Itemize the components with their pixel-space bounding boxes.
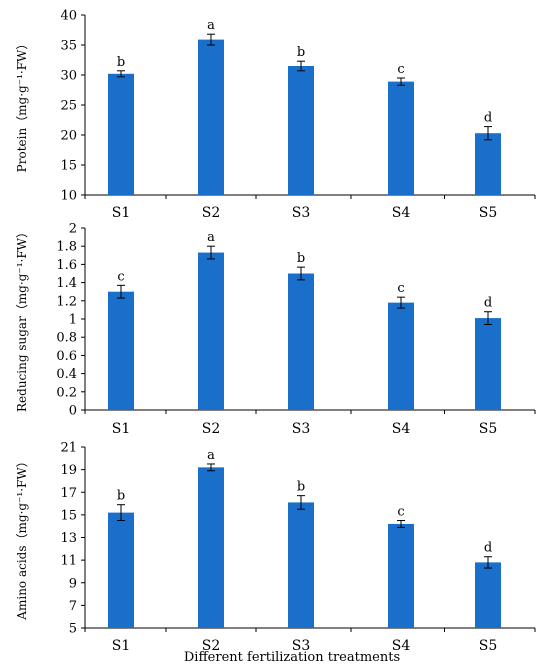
y-tick-label: 35 <box>60 39 77 54</box>
category-label: S3 <box>292 205 311 221</box>
significance-letter: a <box>207 448 215 463</box>
y-tick-label: 1.6 <box>56 258 77 273</box>
bar <box>108 73 134 195</box>
significance-letter: c <box>117 269 124 284</box>
category-label: S4 <box>392 205 411 221</box>
y-tick-label: 10 <box>60 189 77 204</box>
bar <box>288 273 314 410</box>
y-tick-label: 1.4 <box>56 276 77 291</box>
significance-letter: a <box>207 18 215 33</box>
y-axis-label: Protein（mg·g⁻¹·FW） <box>15 38 29 173</box>
category-label: S2 <box>202 205 221 221</box>
y-tick-label: 25 <box>60 99 77 114</box>
y-axis-label: Amino acids（mg·g⁻¹·FW） <box>15 455 29 620</box>
bar <box>288 66 314 195</box>
y-tick-label: 40 <box>60 9 77 24</box>
y-axis-label: Reducing sugar（mg·g⁻¹·FW） <box>15 226 29 412</box>
bar <box>475 133 501 195</box>
bar <box>198 252 224 410</box>
significance-letter: c <box>397 62 404 77</box>
y-tick-label: 0.2 <box>56 385 77 400</box>
y-tick-label: 19 <box>60 463 77 478</box>
significance-letter: b <box>297 480 305 495</box>
y-tick-label: 1.8 <box>56 240 77 255</box>
significance-letter: d <box>484 296 492 311</box>
category-label: S4 <box>392 421 411 437</box>
significance-letter: d <box>484 541 492 556</box>
y-tick-label: 15 <box>60 159 77 174</box>
category-label: S4 <box>392 638 411 654</box>
category-label: S1 <box>112 205 131 221</box>
y-tick-label: 20 <box>60 129 77 144</box>
y-tick-label: 2 <box>69 222 77 237</box>
significance-letter: d <box>484 111 492 126</box>
bar <box>108 291 134 410</box>
y-tick-label: 1 <box>69 313 77 328</box>
category-label: S5 <box>479 421 498 437</box>
y-tick-label: 0 <box>69 404 77 419</box>
significance-letter: b <box>117 55 125 70</box>
y-tick-label: 7 <box>69 599 77 614</box>
y-tick-label: 9 <box>69 576 77 591</box>
significance-letter: c <box>397 281 404 296</box>
y-tick-label: 5 <box>69 622 77 637</box>
bar <box>388 302 414 410</box>
y-tick-label: 11 <box>60 554 77 569</box>
bar <box>388 81 414 195</box>
significance-letter: a <box>207 230 215 245</box>
category-label: S1 <box>112 638 131 654</box>
bar <box>198 467 224 628</box>
y-tick-label: 0.8 <box>56 331 77 346</box>
category-label: S2 <box>202 421 221 437</box>
significance-letter: b <box>297 45 305 60</box>
y-tick-label: 13 <box>60 531 77 546</box>
bar <box>288 502 314 628</box>
bar <box>108 512 134 628</box>
category-label: S3 <box>292 638 311 654</box>
significance-letter: c <box>397 505 404 520</box>
y-tick-label: 0.6 <box>56 349 77 364</box>
y-tick-label: 17 <box>60 486 77 501</box>
y-tick-label: 0.4 <box>56 367 77 382</box>
y-tick-label: 1.2 <box>56 294 77 309</box>
bar <box>475 562 501 628</box>
category-label: S5 <box>479 205 498 221</box>
significance-letter: b <box>297 251 305 266</box>
significance-letter: b <box>117 489 125 504</box>
category-label: S1 <box>112 421 131 437</box>
category-label: S5 <box>479 638 498 654</box>
y-tick-label: 15 <box>60 508 77 523</box>
bar <box>475 318 501 410</box>
bar <box>388 523 414 628</box>
y-tick-label: 21 <box>60 441 77 456</box>
y-tick-label: 30 <box>60 69 77 84</box>
category-label: S2 <box>202 638 221 654</box>
x-axis-label: Different fertilization treatments <box>184 650 400 665</box>
category-label: S3 <box>292 421 311 437</box>
bar <box>198 39 224 195</box>
